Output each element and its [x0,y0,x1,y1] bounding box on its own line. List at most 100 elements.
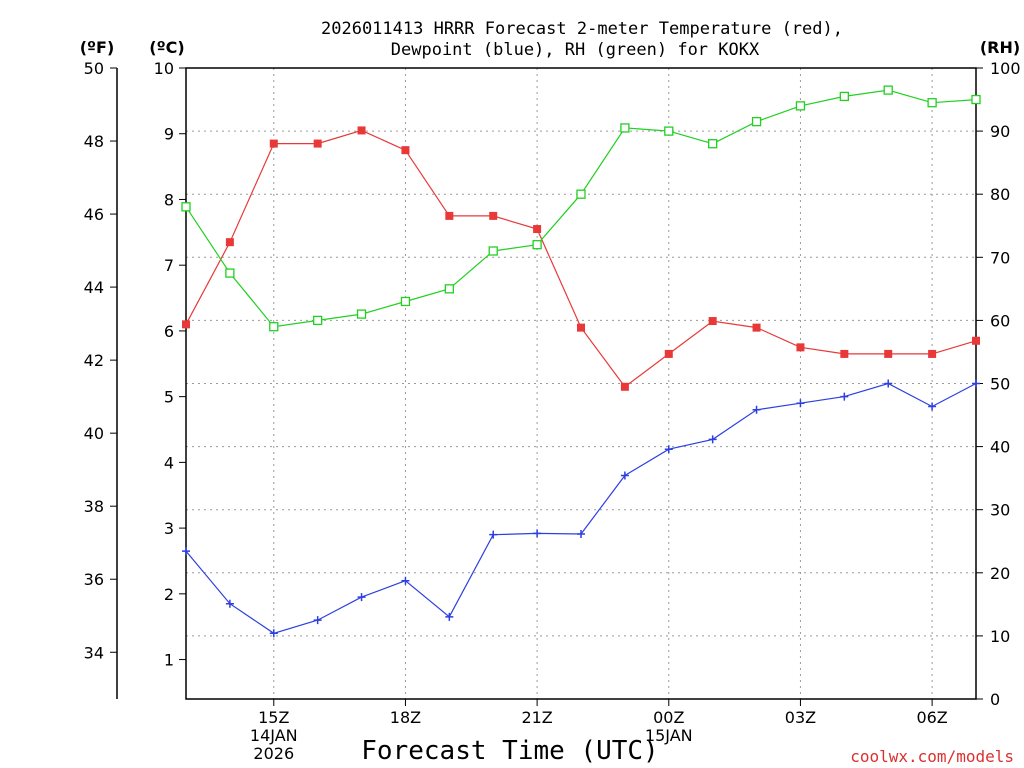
rh-tick-label: 70 [990,248,1010,267]
rh-tick-label: 100 [990,59,1021,78]
dewpoint-line [185,382,977,634]
rh-tick-label: 60 [990,311,1010,330]
temperature-point [533,225,542,234]
rh-tick-label: 90 [990,122,1010,141]
chart-title-line1: 2026011413 HRRR Forecast 2-meter Tempera… [321,19,843,39]
fahrenheit-tick-label: 44 [84,278,104,297]
rh-point [576,189,586,199]
rh-point [839,91,849,102]
celsius-tick-label: 6 [164,322,174,341]
celsius-tick-label: 1 [164,651,174,670]
temperature-point [928,349,937,358]
celsius-tick-label: 9 [164,125,174,144]
dewpoint-point [928,402,937,411]
rh-point [225,268,235,278]
temperature-point [752,323,761,332]
fahrenheit-tick-label: 34 [84,643,104,662]
celsius-unit-label: (ºC) [149,38,184,57]
rh-point [927,98,937,108]
rh-point [488,246,498,256]
dewpoint-point [620,471,629,480]
rh-point [795,101,806,111]
rh-point [883,85,893,95]
rh-point [313,315,323,326]
chart-title-line2: Dewpoint (blue), RH (green) for KOKX [391,40,760,60]
rh-tick-label: 50 [990,375,1010,394]
fahrenheit-tick-label: 36 [84,570,104,589]
x-tick-date: 14JAN [250,726,298,745]
rh-tick-label: 40 [990,438,1010,457]
x-axis-label: Forecast Time (UTC) [361,736,658,766]
temperature-point [884,349,893,358]
temperature-point [489,211,498,220]
dewpoint-point [313,616,322,625]
celsius-tick-label: 4 [164,453,174,472]
fahrenheit-unit-label: (ºF) [80,38,115,57]
dewpoint-point [708,435,717,444]
celsius-tick-label: 8 [164,190,174,209]
temperature-point [313,139,322,148]
fahrenheit-tick-label: 46 [84,205,104,224]
celsius-tick-label: 3 [164,519,174,538]
rh-point [532,240,542,250]
rh-point [181,202,191,212]
temperature-point [972,336,980,345]
dewpoint-point [752,405,761,414]
rh-point [400,296,411,307]
dewpoint-point [577,530,585,539]
rh-point [620,123,630,133]
rh-tick-label: 0 [990,690,1000,709]
rh-line [185,89,977,328]
dewpoint-point [182,547,190,556]
dewpoint-point [884,379,893,388]
fahrenheit-tick-label: 42 [84,351,104,370]
temperature-line [185,129,977,388]
rh-point [356,309,367,319]
celsius-tick-label: 2 [164,585,174,604]
dewpoint-point [269,629,278,638]
fahrenheit-tick-label: 40 [84,424,104,443]
x-tick-year: 2026 [253,744,294,763]
rh-point [444,284,454,294]
rh-unit-label: (RH) [980,38,1020,57]
temperature-point [357,126,366,135]
grid [186,68,976,699]
rh-point [664,126,674,136]
fahrenheit-tick-label: 50 [84,59,104,78]
x-tick-label: 00Z [653,708,684,727]
rh-point [971,94,981,105]
temperature-point [620,382,629,391]
celsius-tick-label: 5 [164,388,174,407]
temperature-point [269,139,278,148]
x-tick-label: 06Z [916,708,947,727]
temperature-point [664,349,673,358]
dewpoint-point [225,599,234,608]
rh-tick-label: 30 [990,501,1010,520]
series [181,85,981,638]
dewpoint-point [664,445,673,454]
temperature-point [182,320,190,329]
rh-tick-label: 80 [990,185,1010,204]
rh-point [708,139,718,149]
rh-tick-label: 10 [990,627,1010,646]
celsius-tick-label: 10 [154,59,174,78]
dewpoint-point [445,612,454,621]
dewpoint-point [533,529,542,538]
temperature-point [840,349,849,358]
plot-frame [185,67,977,700]
dewpoint-point [796,399,805,408]
dewpoint-point [972,379,980,388]
temperature-point [708,317,717,326]
temperature-point [225,238,234,247]
credit-link[interactable]: coolwx.com/models [850,747,1014,766]
fahrenheit-tick-label: 48 [84,132,104,151]
fahrenheit-tick-label: 38 [84,497,104,516]
dewpoint-point [489,530,498,539]
temperature-point [796,343,805,352]
temperature-point [401,146,410,155]
dewpoint-point [357,593,366,602]
temperature-point [577,323,585,332]
x-tick-label: 15Z [258,708,289,727]
